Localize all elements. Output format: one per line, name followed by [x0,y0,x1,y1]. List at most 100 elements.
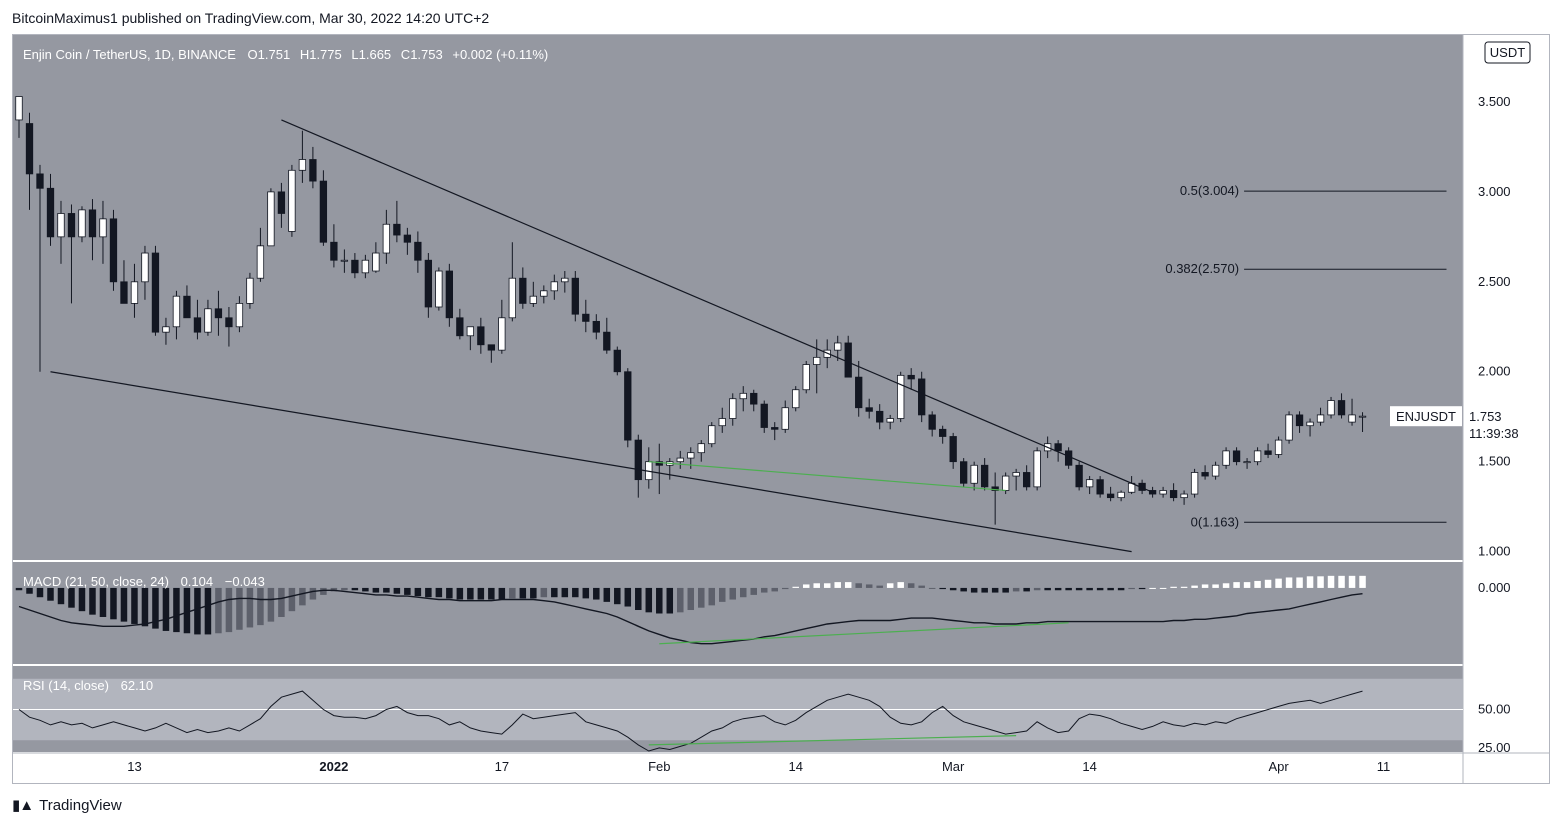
time-axis[interactable]: 13 2022 17 Feb 14 Mar 14 Apr 11 [127,759,1390,774]
candle-body [288,169,296,232]
macd-histogram-bar [823,583,831,588]
candle-body [361,259,370,274]
macd-histogram-bar [1296,577,1303,588]
macd-histogram-bar [477,587,485,600]
chart-frame: 0.5(3.004) 0.382(2.570) 0(1.163) 3.500 3.00… [12,34,1550,784]
legend-close-label: C [401,47,410,62]
macd-histogram-bar [624,587,632,607]
macd-histogram-bar [960,587,967,592]
candle-body [88,209,97,238]
candle-body [193,317,202,333]
macd-histogram-bar [949,587,957,591]
price-label-countdown: 11:39:38 [1469,426,1519,441]
macd-histogram-bar [110,587,117,620]
candle-body [1054,443,1062,452]
macd-histogram-bar [120,587,128,622]
candle-body [697,443,705,454]
macd-histogram-bar [834,582,841,588]
macd-histogram-bar [1201,584,1209,588]
candle-body [1243,461,1251,464]
macd-histogram-bar [257,587,264,626]
macd-histogram-bar [1023,587,1030,592]
candle-body [540,290,548,297]
candle-body [498,317,506,351]
macd-histogram-bar [15,587,23,591]
fib-level-label: 0(1.163) [1191,514,1239,529]
price-label-symbol: ENJUSDT [1396,409,1456,424]
candle-body [15,96,23,121]
rsi-legend-name: RSI (14, close) [23,678,109,693]
price-pane[interactable] [13,35,1463,560]
candle-body [760,403,768,428]
macd-histogram-bar [582,587,590,599]
macd-histogram-bar [635,587,642,611]
candle-body [256,245,265,279]
macd-histogram-bar [1002,587,1009,593]
candle-body [771,427,779,430]
candle-body [435,270,443,308]
macd-histogram-bar [1222,583,1230,588]
legend-low-label: L [351,47,358,62]
candle-body [340,259,349,262]
macd-histogram-bar [99,587,107,617]
candle-body [162,326,170,333]
candle-body [1316,414,1325,423]
macd-histogram-bar [488,587,495,600]
candle-body [582,313,590,322]
macd-histogram-bar [656,587,663,614]
macd-histogram-bar [225,587,233,633]
macd-histogram-bar [1348,575,1356,588]
candle-body [1232,450,1241,463]
candle-body [456,317,464,337]
candle-body [57,213,65,238]
candle-body [918,378,926,416]
candle-body [393,223,401,236]
macd-histogram-bar [1065,587,1072,591]
currency-button[interactable]: USDT [1484,41,1531,64]
macd-histogram-bar [183,587,191,634]
candle-body [172,295,181,328]
macd-histogram-bar [162,587,170,631]
candle-body [309,159,317,182]
macd-histogram-bar [530,587,537,599]
rsi-divergence-line [648,735,1017,746]
candle-body [204,308,212,333]
candle-body [130,281,139,304]
rsi-group [13,690,1463,752]
candle-body [1306,421,1314,427]
macd-histogram-bar [844,582,852,588]
macd-histogram-bar [1159,587,1167,589]
candle-body [1211,464,1220,477]
candle-body [67,213,76,238]
macd-histogram-bar [907,583,915,588]
time-axis-tick: 14 [788,759,802,774]
time-axis-tick: 14 [1082,759,1096,774]
fib-level-label: 0.382(2.570) [1165,261,1239,276]
macd-pane[interactable] [13,562,1463,664]
time-axis-tick: Apr [1268,759,1289,774]
time-axis-tick: Feb [648,759,670,774]
chart-svg[interactable]: 0.5(3.004) 0.382(2.570) 0(1.163) 3.500 3.00… [13,35,1549,783]
macd-histogram-bar [1012,587,1020,592]
macd-histogram-bar [414,587,422,597]
macd-histogram-bar [677,587,684,613]
macd-legend-name: MACD (21, 50, close, 24) [23,574,169,589]
candle-body [78,209,86,238]
footer-brand[interactable]: TradingView [39,796,122,814]
macd-histogram-bar [687,587,695,611]
legend-high: 1.775 [309,47,342,62]
candle-body [708,425,716,445]
legend-close: 1.753 [410,47,443,62]
price-axis[interactable]: 3.500 3.000 2.500 2.000 1.500 1.000 0.000 50.00… [1478,94,1511,755]
macd-histogram-bar [173,587,180,633]
price-axis-tick: 3.000 [1478,184,1511,199]
candle-body [855,376,863,409]
candle-body [981,464,989,488]
candle-body [970,464,978,484]
candle-body [939,428,947,437]
macd-histogram-bar [865,584,873,588]
candle-body [141,252,149,283]
macd-histogram-bar [970,587,978,593]
macd-histogram-bar [362,587,369,592]
macd-histogram-bar [267,587,275,622]
